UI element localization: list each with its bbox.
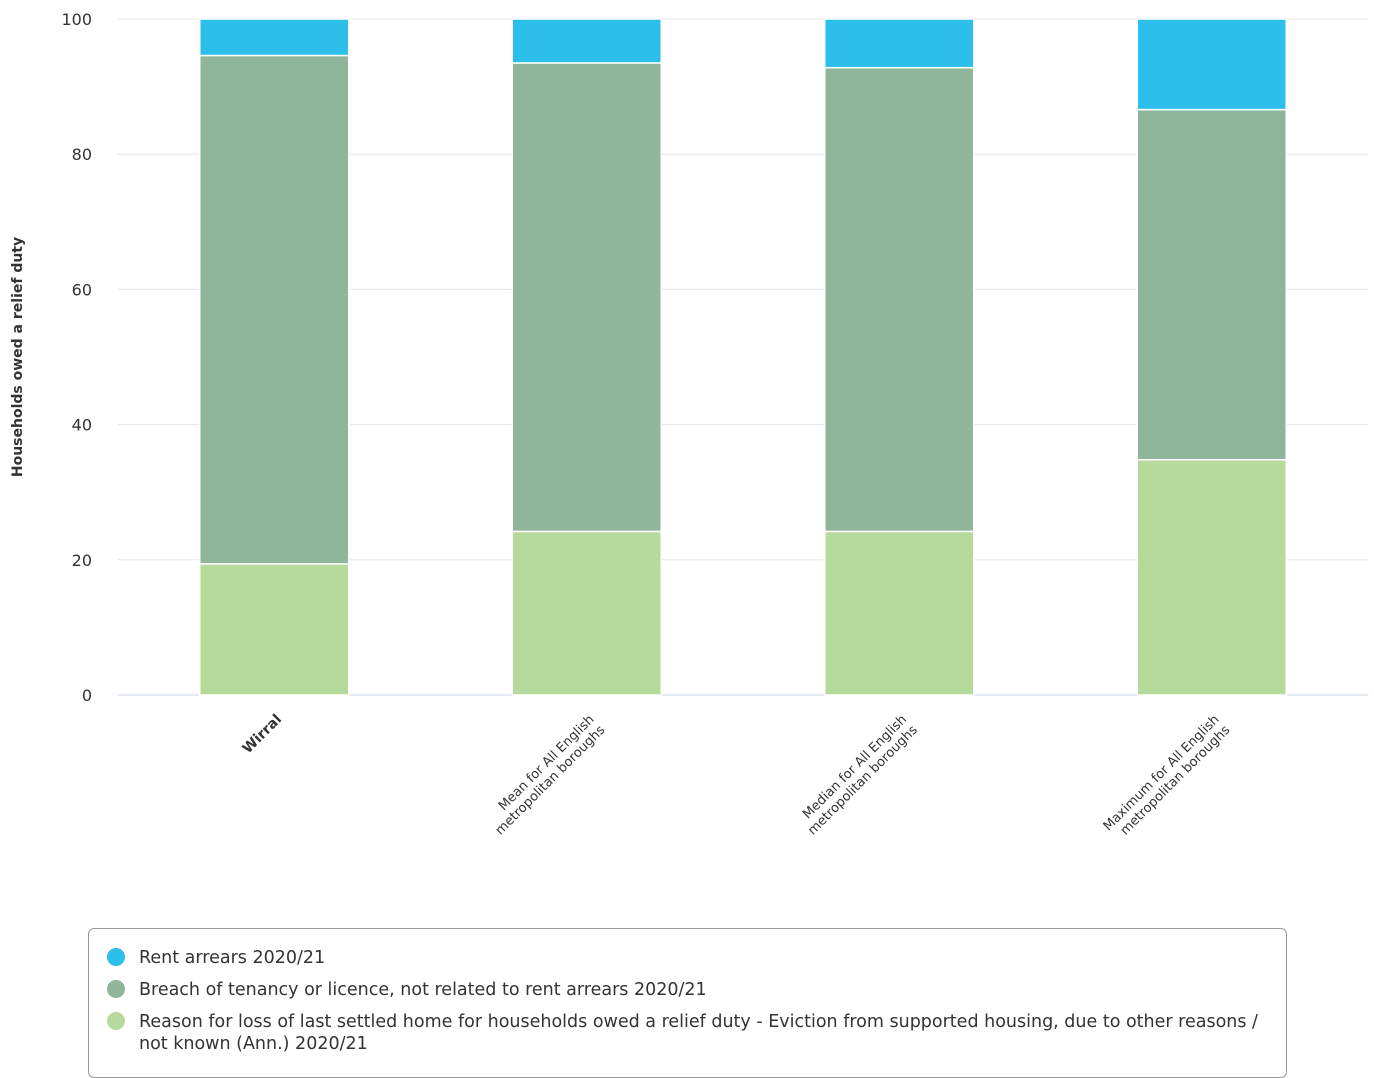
x-category-label-line: Maximum for All English [1101,712,1223,834]
bar-segment[interactable] [199,54,350,565]
legend-item-rent-arrears[interactable]: Rent arrears 2020/21 [107,947,1279,969]
legend-swatch-icon [107,1012,125,1030]
y-tick-label: 20 [72,551,92,570]
legend-item-supported-housing-eviction[interactable]: Reason for loss of last settled home for… [107,1011,1279,1055]
bar-segment[interactable] [199,563,350,696]
x-category-label-line: Median for All English [800,712,910,822]
x-category-label: Mean for All Englishmetropolitan borough… [482,712,608,838]
bar-segment[interactable] [824,66,975,533]
bar-segment[interactable] [199,18,350,57]
y-axis-title: Households owed a relief duty [10,237,26,477]
y-axis-ticks: 0 20 40 60 80 100 [61,10,92,705]
legend: Rent arrears 2020/21 Breach of tenancy o… [88,928,1287,1078]
legend-label: Reason for loss of last settled home for… [139,1012,1258,1054]
bar-segment[interactable] [511,530,662,696]
y-tick-label: 40 [72,416,92,435]
bar-segment[interactable] [1136,108,1287,461]
x-axis-category-labels: Wirral Mean for All Englishmetropolitan b… [240,712,1234,845]
y-tick-label: 0 [82,686,92,705]
bar-segment[interactable] [511,18,662,64]
legend-label: Breach of tenancy or licence, not relate… [139,980,707,1000]
bar-segment[interactable] [824,18,975,69]
x-category-label-line: Mean for All English [496,712,598,814]
y-tick-label: 80 [72,145,92,164]
bar-segment[interactable] [1136,18,1287,111]
bar-segment[interactable] [1136,459,1287,696]
legend-item-breach-of-tenancy[interactable]: Breach of tenancy or licence, not relate… [107,979,1279,1001]
x-category-label: Median for All Englishmetropolitan borou… [795,712,921,838]
x-category-label-line: metropolitan boroughs [493,723,609,839]
legend-label: Rent arrears 2020/21 [139,948,326,968]
x-category-label: Wirral [240,712,285,757]
bar-segment[interactable] [511,62,662,533]
x-category-label-line: metropolitan boroughs [805,723,921,839]
bars [199,18,1287,696]
x-category-label: Maximum for All Englishmetropolitan boro… [1101,712,1234,845]
y-tick-label: 60 [72,280,92,299]
legend-swatch-icon [107,948,125,966]
y-tick-label: 100 [61,10,92,29]
x-category-label-line: metropolitan boroughs [1118,723,1234,839]
x-category-label-line: Wirral [240,712,285,757]
legend-swatch-icon [107,980,125,998]
bar-segment[interactable] [824,530,975,696]
